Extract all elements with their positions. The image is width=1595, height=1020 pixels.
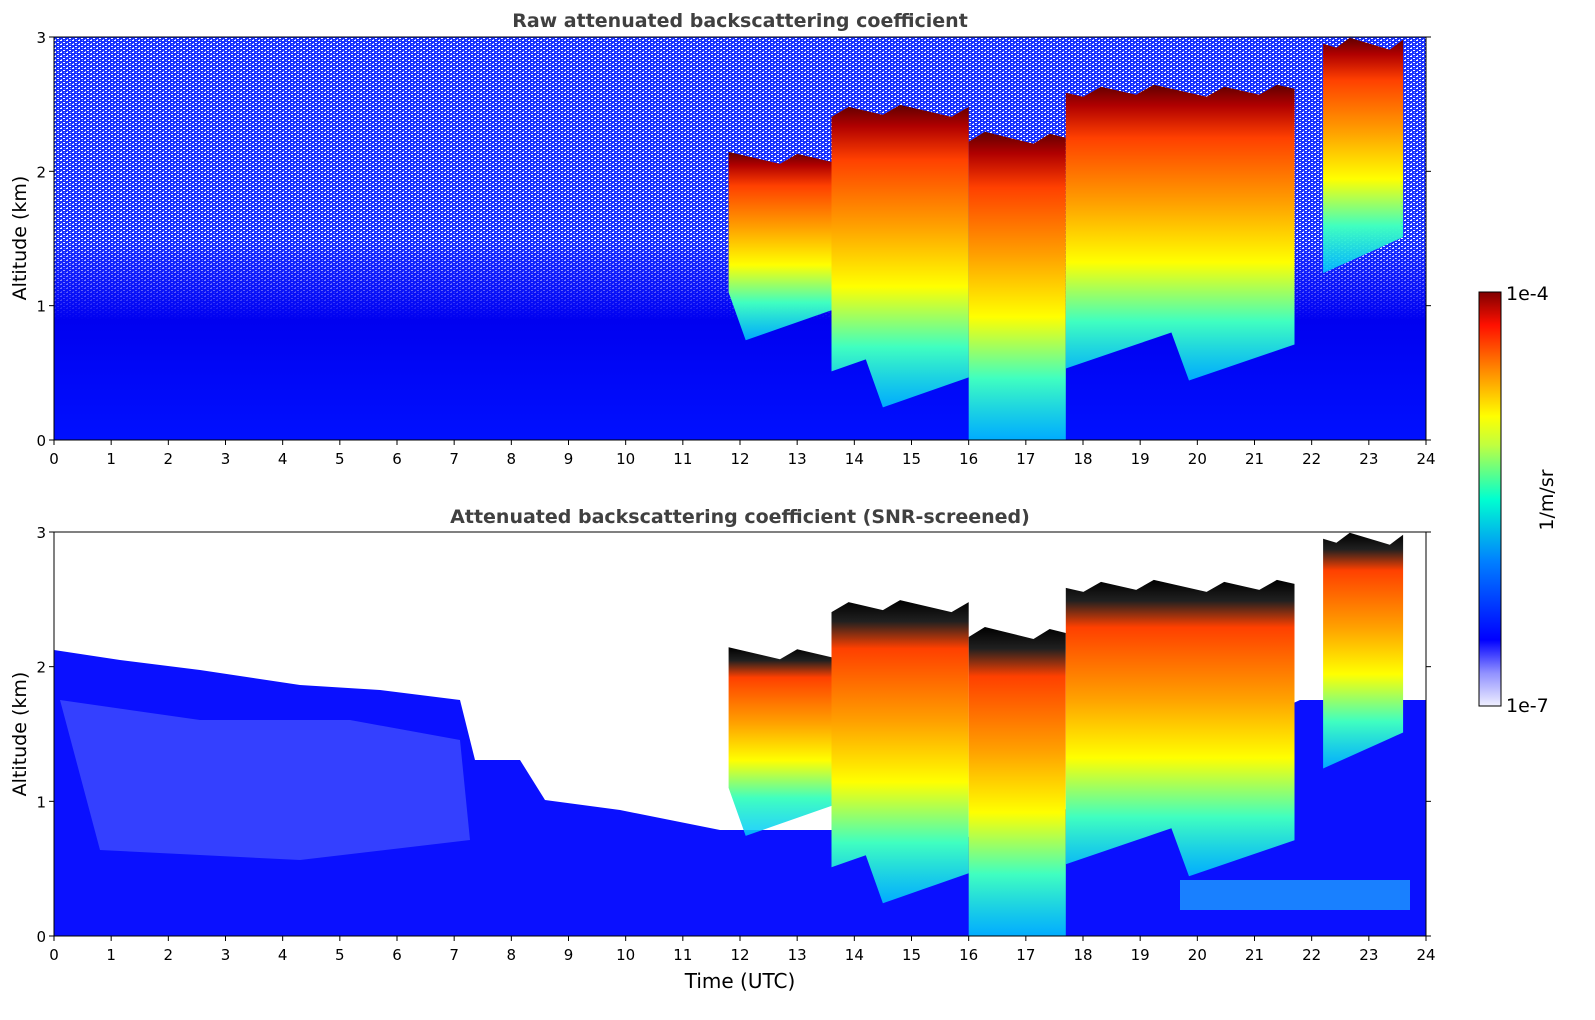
x-tick-label: 10 (616, 450, 635, 468)
x-tick-label: 16 (959, 946, 978, 964)
x-tick-label: 0 (49, 946, 59, 964)
x-tick-label: 21 (1245, 946, 1264, 964)
panel-raw-x-ticks: 0 1 2 3 4 5 6 7 8 9 10 11 12 13 14 15 16 17 18 19 20 21 22 23 24 (49, 440, 1436, 468)
x-tick-label: 8 (507, 946, 517, 964)
cloud-layer (1323, 37, 1404, 274)
x-tick-label: 7 (449, 450, 459, 468)
x-tick-label: 19 (1131, 946, 1150, 964)
colorbar: 1e-4 1e-7 1/m/sr (1478, 283, 1558, 717)
x-tick-label: 17 (1016, 946, 1035, 964)
panel-screened: Attenuated backscattering coefficient (S… (9, 506, 1436, 993)
x-tick-label: 4 (278, 946, 288, 964)
cloud-layer (831, 104, 969, 408)
y-tick-label: 2 (36, 659, 46, 677)
y-tick-label: 0 (36, 432, 46, 450)
y-tick-label: 3 (36, 524, 46, 542)
x-tick-label: 23 (1359, 450, 1378, 468)
colorbar-max-label: 1e-4 (1506, 283, 1549, 305)
x-tick-label: 2 (164, 450, 174, 468)
x-tick-label: 11 (673, 450, 692, 468)
y-tick-label: 0 (36, 928, 46, 946)
x-tick-label: 7 (449, 946, 459, 964)
x-tick-label: 24 (1416, 450, 1435, 468)
x-tick-label: 11 (673, 946, 692, 964)
x-tick-label: 20 (1188, 450, 1207, 468)
x-tick-label: 8 (507, 450, 517, 468)
x-tick-label: 1 (106, 946, 116, 964)
x-tick-label: 17 (1016, 450, 1035, 468)
x-tick-label: 22 (1302, 450, 1321, 468)
x-tick-label: 14 (845, 946, 864, 964)
panel-screened-x-ticks: 0 1 2 3 4 5 6 7 8 9 10 11 12 13 14 15 16 17 18 19 20 21 22 23 24 (49, 936, 1436, 964)
x-tick-label: 6 (392, 946, 402, 964)
x-tick-label: 5 (335, 450, 345, 468)
x-tick-label: 15 (902, 946, 921, 964)
x-tick-label: 12 (730, 450, 749, 468)
cloud-layer (1065, 84, 1295, 381)
cloud-layer (1323, 532, 1404, 769)
x-tick-label: 0 (49, 450, 59, 468)
colorbar-min-label: 1e-7 (1506, 695, 1549, 717)
cloud-layer (831, 600, 969, 904)
y-tick-label: 1 (36, 793, 46, 811)
panel-raw-y-label: Altitude (km) (9, 176, 31, 301)
x-tick-label: 12 (730, 946, 749, 964)
panel-raw-title: Raw attenuated backscattering coefficien… (512, 10, 968, 32)
x-tick-label: 10 (616, 946, 635, 964)
x-tick-label: 2 (164, 946, 174, 964)
x-tick-label: 13 (788, 450, 807, 468)
x-tick-label: 15 (902, 450, 921, 468)
x-tick-label: 18 (1073, 946, 1092, 964)
x-tick-label: 24 (1416, 946, 1435, 964)
cloud-layer (968, 627, 1066, 936)
x-tick-label: 20 (1188, 946, 1207, 964)
x-tick-label: 23 (1359, 946, 1378, 964)
x-tick-label: 18 (1073, 450, 1092, 468)
y-tick-label: 1 (36, 298, 46, 316)
x-tick-label: 6 (392, 450, 402, 468)
cloud-layer (968, 131, 1066, 440)
x-tick-label: 5 (335, 946, 345, 964)
x-tick-label: 9 (564, 946, 574, 964)
panel-raw-heatmap (54, 37, 1426, 440)
x-tick-label: 16 (959, 450, 978, 468)
x-tick-label: 4 (278, 450, 288, 468)
colorbar-label: 1/m/sr (1536, 469, 1558, 530)
panel-raw-y-ticks: 0 1 2 3 (36, 29, 1431, 450)
panel-screened-y-ticks: 0 1 2 3 (36, 524, 1431, 946)
cloud-layer (1065, 579, 1295, 877)
x-tick-label: 3 (221, 946, 231, 964)
x-tick-label: 21 (1245, 450, 1264, 468)
cloud-layer (728, 647, 832, 836)
panel-screened-title: Attenuated backscattering coefficient (S… (450, 506, 1030, 528)
x-tick-label: 9 (564, 450, 574, 468)
colorbar-gradient (1478, 291, 1502, 707)
y-tick-label: 3 (36, 29, 46, 47)
x-tick-label: 19 (1131, 450, 1150, 468)
x-tick-label: 3 (221, 450, 231, 468)
panel-screened-heatmap (54, 532, 1426, 936)
x-axis-label: Time (UTC) (684, 969, 796, 993)
x-tick-label: 22 (1302, 946, 1321, 964)
x-tick-label: 14 (845, 450, 864, 468)
panel-raw: Raw attenuated backscattering coefficien… (9, 10, 1436, 468)
x-tick-label: 1 (106, 450, 116, 468)
y-tick-label: 2 (36, 163, 46, 181)
x-tick-label: 13 (788, 946, 807, 964)
cloud-layer (728, 151, 832, 341)
panel-raw-cloud-layers (728, 37, 1404, 440)
panel-screened-cloud-layers (728, 532, 1404, 936)
panel-screened-y-label: Altitude (km) (9, 672, 31, 797)
